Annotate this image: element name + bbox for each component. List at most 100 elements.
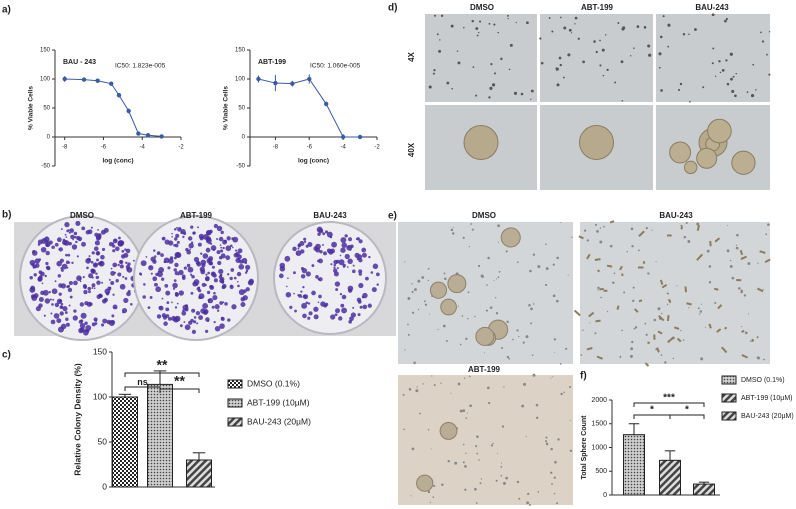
colony [149,265,152,268]
colony [69,228,75,233]
legend-swatch [227,379,243,389]
colony [93,317,98,322]
colony [344,253,350,260]
colony [297,247,300,250]
cell [719,71,722,74]
cell [678,88,681,91]
cell [446,81,450,85]
colony [210,245,217,251]
debris [743,294,747,297]
colony [117,263,120,267]
colony [318,258,323,264]
debris [660,312,663,315]
debris [465,417,468,419]
colony [225,245,232,252]
y-tick-label: 150 [93,346,107,356]
colony [190,225,194,229]
debris [676,285,678,287]
point [357,134,363,140]
debris [706,249,710,253]
colony [75,240,78,244]
legend-label: ABT-199 (10µM) [247,397,310,407]
colony [211,305,215,309]
debris [738,287,741,290]
colony [370,271,374,274]
cell [731,89,735,93]
debris [664,361,667,364]
colony [147,306,151,310]
legend-label: BAU-243 (20µM) [741,413,794,420]
colony [320,301,326,307]
micrograph [540,14,653,102]
colony [59,258,64,263]
y-tick-label: 0 [102,481,107,491]
debris [616,305,620,310]
cell [726,82,730,86]
debris [461,315,464,317]
debris [599,240,603,244]
debris [651,229,653,231]
debris [571,236,573,238]
cell [509,43,513,47]
debris [687,240,691,243]
colony [91,276,94,279]
sphere [429,281,448,299]
debris [441,483,444,486]
colony [178,269,184,276]
colony [186,263,191,268]
colony [319,249,323,254]
debris [411,283,413,285]
colony [96,280,101,285]
colony [62,239,68,246]
colony [238,264,245,270]
colony [64,311,68,315]
debris [763,358,766,361]
cell [475,94,478,97]
colony [356,297,362,302]
debris [657,307,661,311]
colony [347,285,354,292]
colony [60,305,63,309]
sphere [707,118,732,144]
colony [358,269,363,274]
cell [694,28,697,31]
cell [513,91,518,95]
cell [715,75,717,77]
bar [659,459,681,496]
colony [229,284,234,290]
debris [505,476,508,480]
debris [470,223,473,225]
debris [645,333,648,336]
debris [612,281,615,284]
sphere [500,227,521,248]
debris [433,384,436,387]
colony [333,259,338,265]
colony [158,305,164,311]
debris [430,448,432,450]
debris [528,503,531,506]
colony [42,289,49,296]
cell [433,69,436,72]
colony [365,276,369,281]
point [145,133,151,138]
colony [71,261,74,265]
debris [661,283,668,289]
colony [212,294,218,301]
colony [336,267,339,270]
debris [535,416,539,420]
debris [403,428,405,431]
colony [293,292,295,295]
colony [294,309,297,313]
colony [108,278,111,281]
debris [594,332,597,335]
debris [532,303,535,305]
colony [348,237,353,242]
colony [361,295,365,299]
debris [480,478,483,480]
micrograph [425,14,537,102]
cell [643,26,647,29]
debris [600,296,602,299]
chart-title: BAU - 243 [63,59,96,66]
colony [176,226,178,229]
